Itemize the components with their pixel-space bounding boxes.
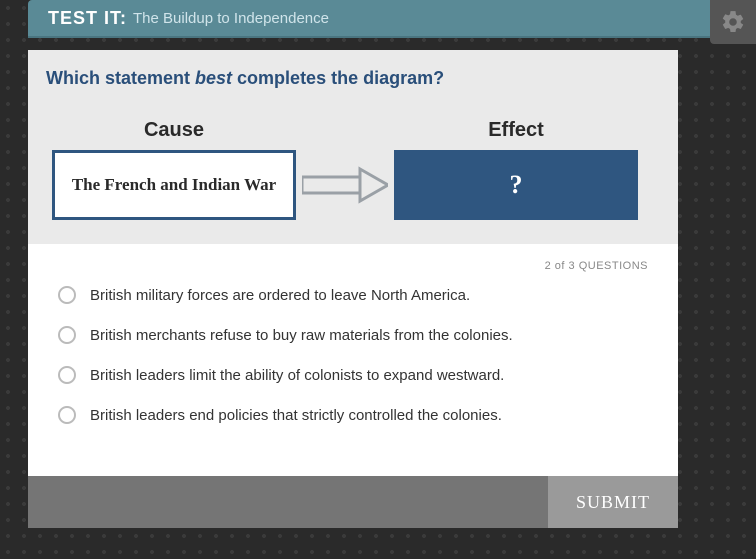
radio-icon bbox=[58, 366, 76, 384]
settings-button[interactable] bbox=[710, 0, 756, 44]
question-pre: Which statement bbox=[46, 68, 195, 88]
submit-button[interactable]: SUBMIT bbox=[548, 476, 678, 528]
option-4[interactable]: British leaders end policies that strict… bbox=[58, 406, 648, 424]
radio-icon bbox=[58, 326, 76, 344]
radio-icon bbox=[58, 406, 76, 424]
footer-bar: SUBMIT bbox=[28, 476, 678, 528]
arrow bbox=[302, 150, 388, 220]
header-bar: TEST IT: The Buildup to Independence bbox=[28, 0, 728, 38]
quiz-card: Which statement best completes the diagr… bbox=[28, 50, 678, 528]
progress-indicator: 2 of 3 QUESTIONS bbox=[58, 260, 648, 272]
question-emph: best bbox=[195, 68, 232, 88]
radio-icon bbox=[58, 286, 76, 304]
gear-icon bbox=[720, 9, 746, 35]
option-1[interactable]: British military forces are ordered to l… bbox=[58, 286, 648, 304]
header-title: TEST IT: bbox=[48, 8, 127, 29]
question-post: completes the diagram? bbox=[232, 68, 444, 88]
cause-effect-diagram: Cause The French and Indian War Effect ? bbox=[46, 119, 660, 220]
arrow-icon bbox=[302, 165, 388, 205]
option-text: British military forces are ordered to l… bbox=[90, 287, 470, 304]
effect-box: ? bbox=[394, 150, 638, 220]
cause-box: The French and Indian War bbox=[52, 150, 296, 220]
answer-area: 2 of 3 QUESTIONS British military forces… bbox=[28, 244, 678, 476]
footer-spacer bbox=[28, 476, 548, 528]
header-subtitle: The Buildup to Independence bbox=[133, 10, 329, 27]
effect-label: Effect bbox=[488, 119, 544, 142]
cause-label: Cause bbox=[144, 119, 204, 142]
question-text: Which statement best completes the diagr… bbox=[46, 68, 660, 89]
option-3[interactable]: British leaders limit the ability of col… bbox=[58, 366, 648, 384]
cause-column: Cause The French and Indian War bbox=[52, 119, 296, 220]
effect-column: Effect ? bbox=[394, 119, 638, 220]
option-text: British merchants refuse to buy raw mate… bbox=[90, 327, 513, 344]
option-text: British leaders limit the ability of col… bbox=[90, 367, 504, 384]
option-text: British leaders end policies that strict… bbox=[90, 407, 502, 424]
option-2[interactable]: British merchants refuse to buy raw mate… bbox=[58, 326, 648, 344]
question-area: Which statement best completes the diagr… bbox=[28, 50, 678, 244]
